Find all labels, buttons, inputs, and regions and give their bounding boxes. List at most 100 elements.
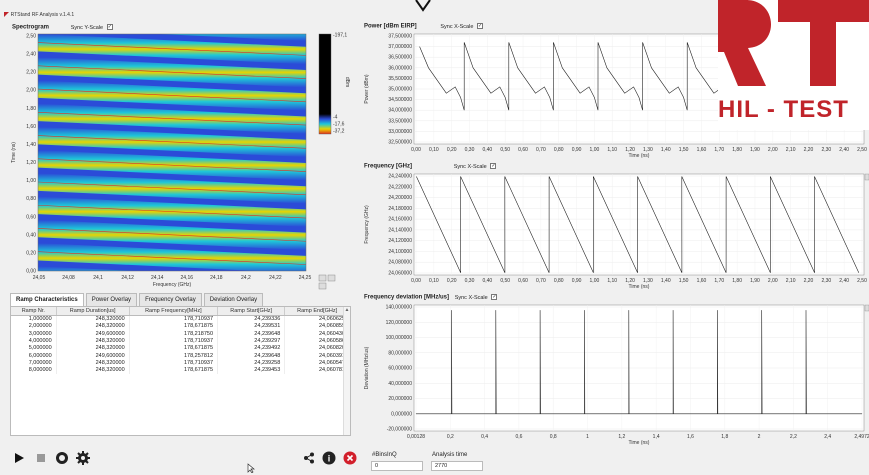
- tab-frequency-overlay[interactable]: Frequency Overlay: [139, 293, 202, 306]
- y-axis-label: Frequency (GHz): [364, 205, 370, 244]
- tab-ramp-characteristics[interactable]: Ramp Characteristics: [10, 293, 84, 306]
- table-cell: 24,239258: [217, 359, 286, 367]
- table-cell: 178,710937: [129, 337, 219, 345]
- scroll-up-icon[interactable]: ▲: [344, 307, 350, 313]
- play-button[interactable]: [12, 451, 26, 465]
- table-cell: 178,710937: [129, 359, 219, 367]
- table-cell: 24,239648: [217, 351, 286, 360]
- x-tick-label: 24,18: [210, 275, 223, 281]
- x-tick-label: 0,30: [465, 147, 475, 153]
- colorbar-tick-label: -197,1: [333, 33, 347, 39]
- y-tick-label: 20,000000: [388, 396, 412, 402]
- x-axis-label: Time (ns): [629, 440, 650, 446]
- x-tick-label: 24,1: [93, 275, 103, 281]
- table-row[interactable]: 5,000000 248,320000 178,671875 24,239492 24,…: [11, 344, 350, 352]
- deviation-sync-label: Sync X-Scale: [454, 294, 488, 301]
- y-tick-label: 1,60: [26, 124, 36, 130]
- x-tick-label: 1,10: [607, 147, 617, 153]
- x-tick-label: 2,20: [804, 147, 814, 153]
- x-tick-label: 2,50: [857, 147, 867, 153]
- settings-button[interactable]: [76, 451, 90, 465]
- info-button[interactable]: i: [322, 451, 336, 465]
- column-header[interactable]: Ramp Frequency[MHz]: [129, 307, 219, 316]
- series-line: [416, 176, 860, 273]
- table-scrollbar[interactable]: ▲: [343, 307, 350, 435]
- binsinq-field: 0: [371, 461, 423, 471]
- spectrogram-band: [38, 290, 306, 292]
- deviation-sync-checkbox[interactable]: ✓: [491, 294, 498, 300]
- close-button[interactable]: [343, 451, 357, 465]
- x-tick-label: 0,20: [447, 147, 457, 153]
- frequency-plot[interactable]: 24,240000 24,220000 24,200000 24,180000 24,1…: [360, 162, 869, 292]
- refresh-button[interactable]: [55, 451, 69, 465]
- table-cell: 24,060430: [284, 330, 350, 338]
- x-tick-label: 1,6: [687, 434, 694, 440]
- tab-deviation-overlay[interactable]: Deviation Overlay: [203, 293, 264, 306]
- rt-logo: HIL - TEST: [718, 0, 869, 130]
- x-tick-label: 0,6: [515, 434, 522, 440]
- y-tick-label: 33,000000: [388, 129, 412, 135]
- app-title-bar: RTStand RF Analysis v.1.4.1: [4, 12, 74, 18]
- spectrogram-ridge: [38, 135, 306, 149]
- table-cell: 178,218750: [129, 330, 219, 338]
- x-tick-label: 2: [758, 434, 761, 440]
- x-tick-label: 1,80: [732, 147, 742, 153]
- ramp-table-panel: Ramp Nr. Ramp Duration[us] Ramp Frequency[…: [10, 306, 351, 436]
- spectrogram-frame: [37, 33, 307, 272]
- y-tick-label: 32,500000: [388, 140, 412, 146]
- x-tick-label: 0,90: [572, 278, 582, 284]
- x-tick-label: 1,80: [732, 278, 742, 284]
- table-row[interactable]: 6,000000 249,600000 178,257812 24,239648 24,…: [11, 351, 350, 360]
- y-tick-label: 24,180000: [388, 206, 412, 212]
- frequency-sync-checkbox[interactable]: ✓: [490, 163, 497, 169]
- x-tick-label: 1,20: [625, 147, 635, 153]
- x-tick-label: 2,10: [786, 147, 796, 153]
- table-cell: 24,060586: [284, 337, 350, 345]
- y-tick-label: 60,000000: [388, 366, 412, 372]
- x-tick-label: 0,50: [500, 147, 510, 153]
- tab-power-overlay[interactable]: Power Overlay: [85, 293, 138, 306]
- table-row[interactable]: 8,000000 248,320000 178,671875 24,239453 24,…: [11, 366, 350, 374]
- power-sync-checkbox[interactable]: ✓: [477, 23, 484, 29]
- table-cell: 248,320000: [56, 322, 130, 331]
- plot-tool-icon: [864, 304, 869, 312]
- deviation-plot[interactable]: 140,000000120,000000100,00000080,0000006…: [360, 293, 869, 448]
- x-tick-label: 24,08: [62, 275, 75, 281]
- cursor-icon: [247, 463, 255, 475]
- spectrogram-ridge: [38, 181, 306, 196]
- column-header[interactable]: Ramp Nr.: [11, 307, 57, 316]
- column-header[interactable]: Ramp Start[GHz]: [217, 307, 286, 316]
- x-tick-label: 2,30: [821, 278, 831, 284]
- y-tick-label: 0,80: [26, 196, 36, 202]
- spectrogram-bands: [38, 34, 306, 292]
- table-row[interactable]: 4,000000 248,320000 178,710937 24,239297 24,…: [11, 337, 350, 345]
- table-cell: 24,060625: [284, 315, 350, 323]
- sync-y-scale-checkbox[interactable]: ✓: [106, 24, 113, 30]
- y-tick-label: 40,000000: [388, 381, 412, 387]
- x-tick-label: 1,70: [714, 278, 724, 284]
- table-cell: 24,060391: [284, 351, 350, 360]
- plot-area: [413, 173, 865, 276]
- column-header[interactable]: Ramp End[GHz]: [284, 307, 350, 316]
- x-tick-label: 1,8: [721, 434, 728, 440]
- y-tick-label: 24,080000: [388, 260, 412, 266]
- x-tick-label: 1,50: [679, 278, 689, 284]
- share-button[interactable]: [302, 451, 316, 465]
- plot-tool-icon: [864, 173, 869, 181]
- table-row[interactable]: 7,000000 248,320000 178,710937 24,239258 24,…: [11, 359, 350, 367]
- table-row[interactable]: 3,000000 249,600000 178,218750 24,239648 24,…: [11, 330, 350, 338]
- table-cell: 24,239492: [217, 344, 286, 352]
- colorbar: [318, 33, 332, 135]
- x-tick-label: 0,00: [411, 278, 421, 284]
- y-tick-label: 36,000000: [388, 65, 412, 71]
- table-row[interactable]: 1,000000 248,320000 178,710937 24,239336 24,…: [11, 315, 350, 323]
- spectrogram-plot[interactable]: 2,50 2,40 2,20 2,00 1,80 1,60 1,40 1,20 1,00 0,80…: [6, 22, 351, 292]
- x-tick-label: 0,40: [482, 278, 492, 284]
- table-cell: 249,600000: [56, 351, 130, 360]
- stop-button[interactable]: [34, 451, 48, 465]
- table-row[interactable]: 2,000000 248,320000 178,671875 24,239531 24,…: [11, 322, 350, 331]
- pan-tool-icon: [327, 274, 336, 282]
- x-tick-label: 0,70: [536, 147, 546, 153]
- column-header[interactable]: Ramp Duration[us]: [56, 307, 130, 316]
- x-tick-label: 2,50: [857, 278, 867, 284]
